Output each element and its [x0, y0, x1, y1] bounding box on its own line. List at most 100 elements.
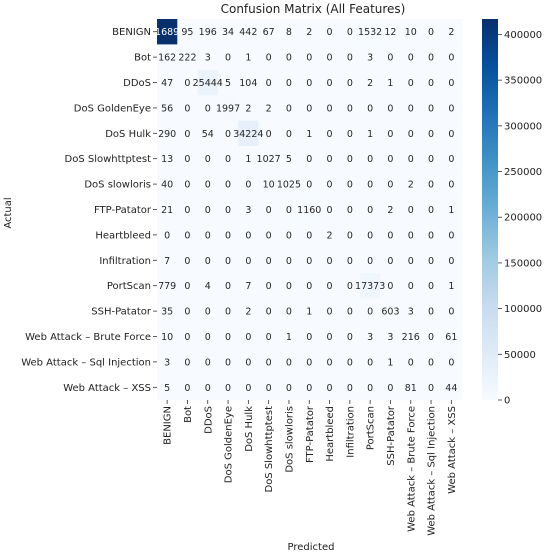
heatmap-cell — [420, 298, 442, 325]
col-label-ddos: DDoS — [203, 406, 214, 434]
heatmap-cell-value: 5 — [164, 383, 170, 394]
heatmap-cell — [177, 298, 198, 325]
heatmap-cell — [278, 146, 300, 172]
heatmap-cell — [441, 222, 462, 248]
chart-title: Confusion Matrix (All Features) — [221, 2, 406, 16]
heatmap-cell — [278, 323, 300, 350]
heatmap-cell-value: 0 — [408, 53, 414, 64]
heatmap-cell-value: 1 — [448, 205, 454, 216]
heatmap-cell-value: 0 — [306, 230, 312, 241]
heatmap-cell — [400, 120, 422, 147]
heatmap-cell-value: 3 — [387, 332, 393, 343]
heatmap-cell-value: 0 — [205, 307, 211, 318]
heatmap-cell — [197, 120, 219, 147]
heatmap-cell — [278, 374, 300, 401]
heatmap-cell-value: 0 — [306, 103, 312, 114]
col-label-ssh-patator: SSH-Patator — [386, 405, 397, 466]
heatmap-cell-value: 0 — [448, 180, 454, 191]
heatmap-cell — [197, 19, 219, 45]
heatmap-cell — [299, 146, 320, 172]
heatmap-cell — [400, 196, 422, 223]
heatmap-cell-value: 1 — [448, 281, 454, 292]
heatmap-cell-value: 0 — [306, 53, 312, 64]
heatmap-cell — [299, 69, 320, 96]
heatmap-cell-value: 0 — [367, 154, 373, 165]
heatmap-cell-value: 0 — [367, 230, 373, 241]
heatmap-cell-value: 7 — [164, 256, 170, 267]
heatmap-cell — [380, 146, 401, 172]
heatmap-cell — [258, 171, 280, 198]
heatmap-cell — [360, 146, 381, 172]
heatmap-cell — [197, 69, 219, 96]
heatmap-cell — [177, 323, 198, 350]
heatmap-cell — [380, 19, 401, 45]
heatmap-cell-value: 7 — [245, 281, 251, 292]
heatmap-cell-value: 0 — [164, 230, 170, 241]
heatmap-cell-value: 0 — [428, 53, 434, 64]
heatmap-cell-value: 779 — [158, 281, 176, 292]
heatmap-cell — [299, 298, 320, 325]
heatmap-cell — [177, 120, 198, 147]
heatmap-cell-value: 0 — [286, 205, 292, 216]
heatmap-cell — [319, 374, 341, 401]
heatmap-cell — [420, 69, 442, 96]
heatmap-cell — [238, 196, 259, 223]
heatmap-cell-value: 0 — [448, 357, 454, 368]
heatmap-cell — [441, 146, 462, 172]
heatmap-cell — [258, 298, 280, 325]
heatmap-cell — [380, 298, 401, 325]
heatmap-cell-value: 1 — [286, 332, 292, 343]
col-label-dos-hulk: DoS Hulk — [244, 406, 255, 452]
heatmap-cell — [278, 44, 300, 71]
heatmap-cell-value: 10 — [405, 27, 417, 38]
heatmap-cell — [177, 273, 198, 299]
row-label-infiltration: Infiltration — [99, 256, 151, 267]
heatmap-cell — [278, 69, 300, 96]
col-label-bot: Bot — [183, 406, 194, 423]
heatmap-cell — [197, 247, 219, 274]
heatmap-cell — [441, 19, 462, 45]
heatmap-cell — [400, 69, 422, 96]
heatmap-cell — [319, 44, 341, 71]
heatmap-cell — [360, 374, 381, 401]
heatmap-cell — [299, 171, 320, 198]
heatmap-cell-value: 0 — [428, 383, 434, 394]
heatmap-cell-value: 2 — [387, 205, 393, 216]
heatmap-cell — [441, 44, 462, 71]
heatmap-cell — [258, 273, 280, 299]
heatmap-cell-value: 0 — [428, 103, 434, 114]
heatmap-cell-value: 0 — [408, 154, 414, 165]
heatmap-cell-value: 0 — [306, 78, 312, 89]
heatmap-cell-value: 2 — [245, 103, 251, 114]
heatmap-cell-value: 0 — [245, 230, 251, 241]
heatmap-cell-value: 0 — [184, 154, 190, 165]
heatmap-cell-value: 0 — [367, 307, 373, 318]
heatmap-cell — [339, 171, 361, 198]
heatmap-cell-value: 0 — [286, 129, 292, 140]
heatmap-cell-value: 0 — [428, 307, 434, 318]
heatmap-cell — [339, 323, 361, 350]
heatmap-cell — [238, 95, 259, 121]
heatmap-cell-value: 0 — [286, 307, 292, 318]
row-label-ssh-patator: SSH-Patator — [91, 307, 152, 318]
heatmap-cell — [238, 222, 259, 248]
heatmap-cell-value: 0 — [347, 154, 353, 165]
heatmap-cell — [380, 196, 401, 223]
heatmap-cell-value: 0 — [245, 383, 251, 394]
heatmap-cell-value: 0 — [184, 383, 190, 394]
heatmap-cell-value: 1532 — [358, 27, 382, 38]
col-label-dos-slowhttptest: DoS Slowhttptest — [264, 406, 275, 493]
heatmap-cell — [339, 349, 361, 375]
heatmap-cell — [197, 349, 219, 375]
heatmap-cell — [380, 69, 401, 96]
heatmap-cell — [217, 19, 239, 45]
heatmap-cell — [339, 146, 361, 172]
heatmap-cell — [238, 349, 259, 375]
heatmap-cell — [258, 44, 280, 71]
heatmap-cell — [360, 171, 381, 198]
heatmap-cell-value: 0 — [448, 78, 454, 89]
heatmap-cell — [400, 247, 422, 274]
heatmap-cell — [420, 44, 442, 71]
heatmap-cell — [380, 95, 401, 121]
heatmap-cell-value: 0 — [448, 154, 454, 165]
